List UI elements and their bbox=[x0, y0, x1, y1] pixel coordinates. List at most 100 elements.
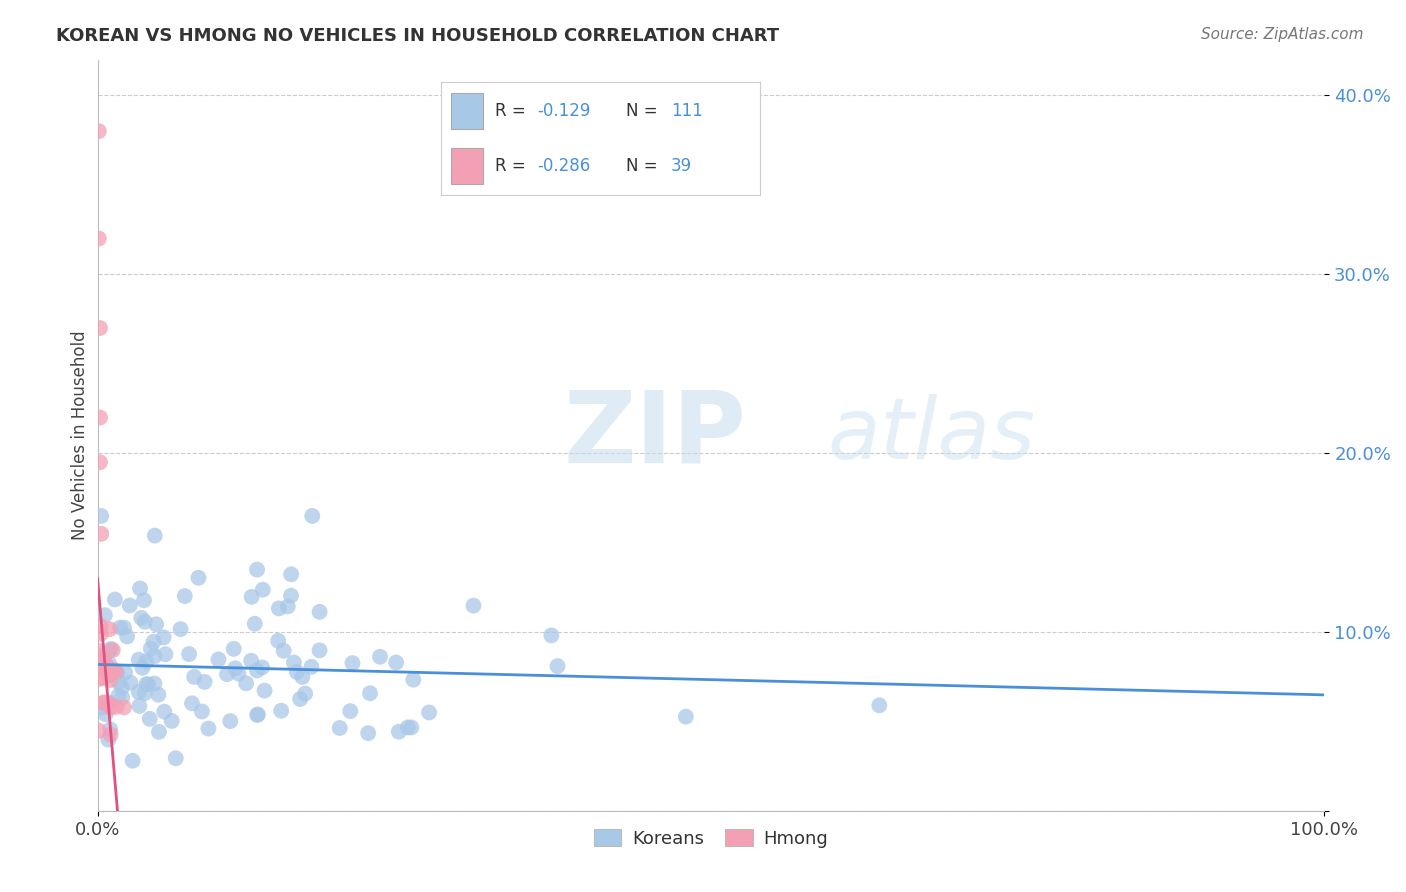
Point bbox=[129, 582, 152, 596]
Point bbox=[90, 508, 112, 523]
Point bbox=[104, 665, 127, 679]
Point bbox=[339, 704, 361, 718]
Point bbox=[89, 410, 111, 425]
Point bbox=[359, 686, 381, 700]
Point bbox=[418, 706, 440, 720]
Point bbox=[396, 720, 419, 734]
Point bbox=[103, 663, 125, 677]
Point bbox=[97, 644, 120, 658]
Point bbox=[868, 698, 890, 713]
Point bbox=[94, 707, 117, 722]
Point bbox=[128, 653, 150, 667]
Point bbox=[128, 698, 150, 713]
Point bbox=[187, 571, 209, 585]
Point bbox=[87, 648, 110, 663]
Point bbox=[120, 675, 142, 690]
Point bbox=[105, 665, 128, 679]
Point bbox=[90, 652, 112, 666]
Point bbox=[97, 696, 120, 710]
Point bbox=[215, 667, 238, 681]
Point bbox=[250, 660, 273, 674]
Point bbox=[173, 589, 195, 603]
Point bbox=[118, 599, 141, 613]
Point bbox=[308, 643, 330, 657]
Point bbox=[98, 723, 121, 737]
Point bbox=[155, 647, 177, 661]
Point bbox=[246, 707, 269, 722]
Point bbox=[280, 589, 302, 603]
Point bbox=[177, 647, 200, 661]
Point bbox=[160, 714, 183, 728]
Point bbox=[139, 712, 162, 726]
Point bbox=[294, 687, 316, 701]
Point bbox=[89, 321, 111, 335]
Point bbox=[342, 656, 364, 670]
Point bbox=[401, 721, 423, 735]
Point bbox=[94, 657, 117, 672]
Point bbox=[105, 699, 128, 714]
Point bbox=[273, 644, 295, 658]
Point bbox=[90, 700, 112, 714]
Point bbox=[463, 599, 485, 613]
Point bbox=[291, 670, 314, 684]
Point bbox=[142, 635, 165, 649]
Point bbox=[169, 622, 191, 636]
Point bbox=[675, 709, 697, 723]
Point bbox=[87, 655, 110, 669]
Point bbox=[100, 641, 122, 656]
Point bbox=[243, 616, 266, 631]
Point bbox=[329, 721, 352, 735]
Point bbox=[90, 663, 112, 677]
Point bbox=[87, 723, 110, 738]
Point bbox=[114, 665, 136, 680]
Point bbox=[145, 617, 167, 632]
Point bbox=[288, 692, 311, 706]
Y-axis label: No Vehicles in Household: No Vehicles in Household bbox=[72, 331, 89, 541]
Point bbox=[540, 628, 562, 642]
Point bbox=[87, 661, 110, 675]
Point bbox=[228, 666, 250, 681]
Point bbox=[246, 664, 269, 678]
Point bbox=[89, 455, 111, 469]
Point bbox=[191, 705, 214, 719]
Point bbox=[121, 754, 143, 768]
Point bbox=[240, 654, 263, 668]
Point bbox=[136, 677, 159, 691]
Point bbox=[385, 656, 408, 670]
Point bbox=[93, 650, 115, 665]
Point bbox=[222, 641, 245, 656]
Point bbox=[253, 683, 276, 698]
Point bbox=[285, 665, 308, 679]
Point bbox=[93, 696, 115, 710]
Point bbox=[93, 696, 115, 710]
Point bbox=[87, 231, 110, 245]
Point bbox=[357, 726, 380, 740]
Point bbox=[111, 681, 134, 695]
Point bbox=[246, 563, 269, 577]
Point bbox=[112, 621, 135, 635]
Point bbox=[89, 654, 111, 668]
Point bbox=[111, 690, 134, 705]
Point bbox=[89, 653, 111, 667]
Text: KOREAN VS HMONG NO VEHICLES IN HOUSEHOLD CORRELATION CHART: KOREAN VS HMONG NO VEHICLES IN HOUSEHOLD… bbox=[56, 27, 779, 45]
Point bbox=[143, 649, 166, 664]
Point bbox=[224, 661, 246, 675]
Point bbox=[105, 665, 128, 680]
Point bbox=[246, 708, 269, 723]
Point bbox=[547, 659, 569, 673]
Point bbox=[139, 641, 162, 656]
Point bbox=[301, 660, 323, 674]
Point bbox=[97, 732, 120, 747]
Point bbox=[89, 671, 111, 685]
Point bbox=[98, 697, 121, 711]
Point bbox=[132, 593, 155, 607]
Point bbox=[283, 656, 305, 670]
Point bbox=[135, 677, 157, 691]
Point bbox=[90, 619, 112, 633]
Point bbox=[267, 601, 290, 615]
Point bbox=[270, 704, 292, 718]
Point bbox=[89, 644, 111, 658]
Point bbox=[301, 508, 323, 523]
Text: ZIP: ZIP bbox=[564, 387, 747, 483]
Point bbox=[148, 688, 170, 702]
